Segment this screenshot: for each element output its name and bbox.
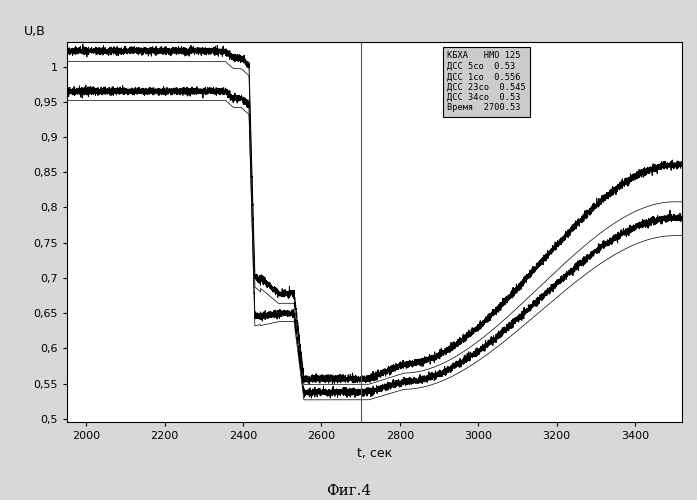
Text: U,В: U,В	[24, 25, 45, 38]
Text: Фиг.4: Фиг.4	[326, 484, 371, 498]
Text: КБХА   НМО 125
ДСС 5со  0.53
ДСС 1со  0.556
ДСС 23со  0.545
ДСС 34со  0.53
Время: КБХА НМО 125 ДСС 5со 0.53 ДСС 1со 0.556 …	[447, 52, 526, 112]
X-axis label: t, сек: t, сек	[357, 447, 392, 460]
